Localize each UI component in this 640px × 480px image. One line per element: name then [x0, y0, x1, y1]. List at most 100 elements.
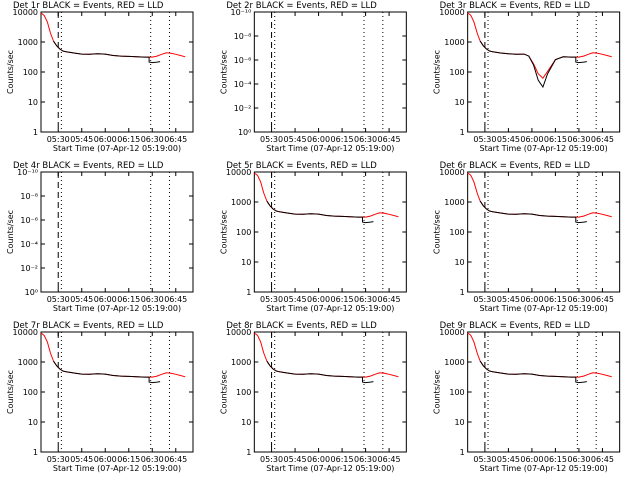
y-tick-label: 10⁻⁴: [234, 80, 252, 89]
x-tick-label: 06:45: [591, 455, 614, 464]
chart-panel: Det 7r BLACK = Events, RED = LLD 1 10 100 10…: [6, 321, 194, 473]
x-tick-label: 06:45: [164, 135, 187, 144]
y-tick-label: 100: [23, 388, 38, 397]
y-tick-label: 10000: [226, 168, 251, 177]
x-tick-label: 06:45: [378, 295, 401, 304]
x-tick-label: 06:15: [117, 455, 140, 464]
x-tick-label: 05:30: [47, 455, 70, 464]
y-tick-label: 1: [460, 288, 465, 297]
x-tick-label: 06:45: [378, 455, 401, 464]
events-series-line: [53, 360, 161, 384]
chart-panel: Det 4r BLACK = Events, RED = LLD 10⁰ 10⁻² 1…: [6, 161, 194, 313]
x-tick-label: 05:30: [260, 455, 283, 464]
x-tick-label: 06:30: [141, 135, 164, 144]
y-tick-label: 10⁻¹⁰: [231, 8, 252, 17]
x-tick-label: 05:45: [70, 135, 93, 144]
chart-panel: Det 3r BLACK = Events, RED = LLD 1 10 100 10…: [433, 1, 621, 153]
y-tick-label: 100: [236, 228, 251, 237]
y-axis-label: Counts/sec: [219, 370, 228, 414]
x-axis-label: Start Time (07-Apr-12 05:19:00): [53, 464, 181, 473]
x-axis-label: Start Time (07-Apr-12 05:19:00): [480, 464, 608, 473]
y-tick-label: 10000: [13, 8, 38, 17]
y-tick-label: 10⁻⁶: [20, 216, 38, 225]
y-tick-label: 10: [241, 418, 251, 427]
x-axis-label: Start Time (07-Apr-12 05:19:00): [480, 144, 608, 153]
y-tick-label: 10: [454, 98, 464, 107]
chart-title: Det 2r BLACK = Events, RED = LLD: [226, 1, 377, 11]
chart-title: Det 4r BLACK = Events, RED = LLD: [13, 161, 164, 171]
x-tick-label: 05:30: [260, 135, 283, 144]
plot-frame: [253, 171, 407, 293]
x-tick-label: 06:30: [354, 295, 377, 304]
chart-title: Det 3r BLACK = Events, RED = LLD: [440, 1, 591, 11]
chart-panel: Det 8r BLACK = Events, RED = LLD 1 10 100 10…: [219, 321, 407, 473]
x-tick-label: 06:15: [331, 295, 354, 304]
x-tick-label: 06:00: [520, 295, 543, 304]
chart-title: Det 7r BLACK = Events, RED = LLD: [13, 321, 164, 331]
events-series-line: [479, 40, 587, 89]
x-tick-label: 05:30: [473, 295, 496, 304]
x-tick-label: 06:30: [354, 455, 377, 464]
x-tick-label: 06:45: [378, 135, 401, 144]
x-axis-label: Start Time (07-Apr-12 05:19:00): [53, 304, 181, 313]
x-tick-label: 06:15: [544, 455, 567, 464]
plot-frame: [467, 331, 621, 453]
chart-title: Det 5r BLACK = Events, RED = LLD: [226, 161, 377, 171]
y-axis-label: Counts/sec: [6, 210, 15, 254]
x-axis-label: Start Time (07-Apr-12 05:19:00): [53, 144, 181, 153]
chart-panel: Det 6r BLACK = Events, RED = LLD 1 10 100 10…: [433, 161, 621, 313]
x-tick-label: 06:30: [141, 295, 164, 304]
y-tick-label: 1000: [231, 358, 251, 367]
y-tick-label: 1000: [444, 198, 464, 207]
y-tick-label: 10: [28, 98, 38, 107]
x-tick-label: 05:30: [47, 295, 70, 304]
x-tick-label: 06:00: [307, 135, 330, 144]
y-tick-label: 1: [460, 448, 465, 457]
x-tick-label: 06:30: [567, 295, 590, 304]
x-tick-label: 05:45: [497, 455, 520, 464]
y-tick-label: 100: [449, 68, 464, 77]
x-tick-label: 05:45: [70, 295, 93, 304]
y-tick-label: 1000: [18, 358, 38, 367]
y-tick-label: 10⁻⁶: [234, 56, 252, 65]
x-tick-label: 06:15: [117, 295, 140, 304]
y-tick-label: 10: [454, 418, 464, 427]
events-series-line: [266, 360, 374, 384]
y-tick-label: 10000: [439, 328, 464, 337]
y-tick-label: 1: [246, 288, 251, 297]
x-tick-label: 05:45: [284, 455, 307, 464]
y-tick-label: 1: [33, 128, 38, 137]
y-axis-label: Counts/sec: [6, 50, 15, 94]
x-tick-label: 05:45: [70, 455, 93, 464]
events-series-line: [479, 360, 587, 384]
x-tick-label: 05:45: [497, 135, 520, 144]
y-tick-label: 100: [449, 228, 464, 237]
x-tick-label: 06:15: [331, 135, 354, 144]
chart-title: Det 1r BLACK = Events, RED = LLD: [13, 1, 164, 11]
y-axis-label: Counts/sec: [6, 370, 15, 414]
y-tick-label: 1: [460, 128, 465, 137]
y-axis-label: Counts/sec: [219, 210, 228, 254]
x-tick-label: 06:30: [141, 455, 164, 464]
x-tick-label: 06:15: [544, 135, 567, 144]
plot-frame: [253, 11, 407, 133]
events-series-line: [479, 200, 587, 224]
x-tick-label: 06:30: [567, 135, 590, 144]
x-tick-label: 06:45: [591, 135, 614, 144]
chart-title: Det 8r BLACK = Events, RED = LLD: [226, 321, 377, 331]
x-tick-label: 06:15: [117, 135, 140, 144]
y-tick-label: 10⁰: [238, 128, 251, 137]
x-tick-label: 05:45: [284, 135, 307, 144]
y-tick-label: 10⁻²: [234, 104, 252, 113]
x-tick-label: 06:00: [307, 455, 330, 464]
x-tick-label: 06:15: [544, 295, 567, 304]
y-tick-label: 10⁻²: [20, 264, 38, 273]
events-series-line: [266, 200, 374, 224]
x-tick-label: 06:00: [94, 295, 117, 304]
y-tick-label: 10: [454, 258, 464, 267]
x-axis-label: Start Time (07-Apr-12 05:19:00): [266, 304, 394, 313]
y-tick-label: 10: [241, 258, 251, 267]
y-tick-label: 10000: [439, 168, 464, 177]
y-tick-label: 100: [449, 388, 464, 397]
